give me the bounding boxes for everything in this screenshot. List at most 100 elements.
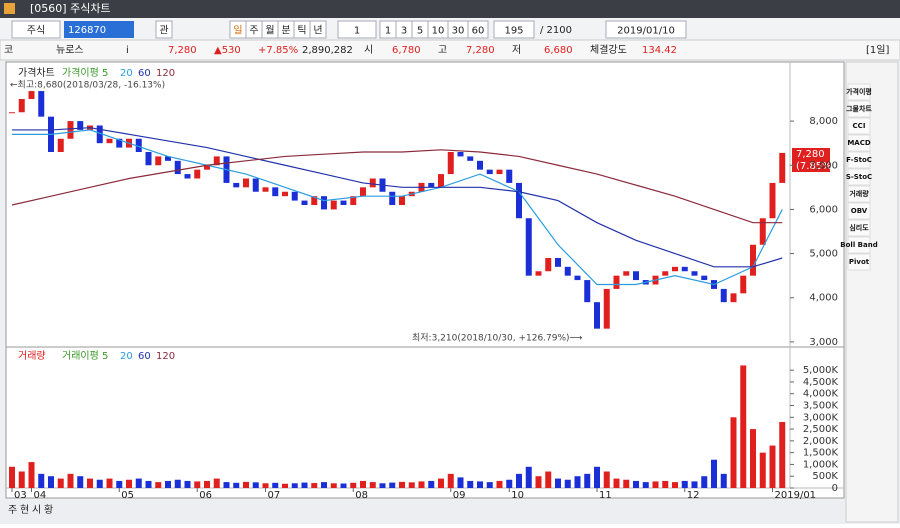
minute-button-bg[interactable] bbox=[467, 20, 489, 39]
candle bbox=[399, 196, 405, 205]
last-rate: (7.85%) bbox=[796, 161, 836, 172]
x-tick-label: 08 bbox=[355, 490, 368, 501]
volume-bar bbox=[779, 422, 786, 488]
quote-market-tag: 코 bbox=[4, 45, 13, 56]
volume-bar bbox=[301, 482, 308, 488]
volume-bar bbox=[564, 479, 571, 488]
candle bbox=[145, 152, 152, 166]
high-note: ←최고:8,680(2018/03/28, -16.13%) bbox=[10, 80, 165, 91]
volume-bar bbox=[457, 477, 464, 488]
candle bbox=[272, 187, 279, 197]
candle bbox=[701, 275, 708, 281]
minute-button[interactable]: 1 bbox=[385, 26, 391, 37]
bottom-tab[interactable]: 주 bbox=[8, 505, 17, 516]
total-count: / 2100 bbox=[540, 25, 572, 36]
unit-input-bg[interactable] bbox=[337, 20, 377, 39]
candle bbox=[67, 121, 74, 139]
minute-button[interactable]: 5 bbox=[417, 26, 423, 37]
period-button[interactable]: 틱 bbox=[297, 25, 306, 37]
price-tick-label: 7,000 bbox=[809, 160, 838, 171]
code-bg[interactable] bbox=[64, 21, 134, 38]
bottom-tab[interactable]: 현 bbox=[20, 504, 29, 516]
side-tool[interactable]: OBV bbox=[851, 207, 868, 215]
period-button[interactable]: 일 bbox=[233, 25, 242, 37]
quote-bar bbox=[0, 39, 900, 61]
unit-input[interactable]: 1 bbox=[354, 26, 360, 37]
volume-bar bbox=[330, 483, 337, 488]
link-button[interactable]: 관 bbox=[159, 25, 168, 37]
chart-panel bbox=[5, 61, 845, 499]
volume-bar bbox=[691, 481, 698, 488]
side-tool-bg[interactable] bbox=[847, 100, 871, 118]
title-bar bbox=[0, 0, 900, 18]
volume-tick-label: 500K bbox=[812, 471, 838, 482]
candle bbox=[516, 182, 522, 219]
side-tool-bg[interactable] bbox=[847, 219, 871, 237]
side-tool-bg[interactable] bbox=[847, 185, 871, 203]
x-tick-label: 06 bbox=[199, 490, 212, 501]
side-tool-bg[interactable] bbox=[847, 253, 871, 271]
link-button-bg[interactable] bbox=[155, 20, 173, 39]
minute-button[interactable]: 60 bbox=[472, 26, 485, 37]
volume-bar bbox=[525, 466, 532, 488]
volume-tick-label: 3,000K bbox=[803, 412, 839, 423]
market-select-bg[interactable] bbox=[11, 20, 61, 39]
bottom-tab[interactable]: 황 bbox=[44, 504, 53, 516]
volume-bar bbox=[633, 480, 639, 488]
candle bbox=[535, 271, 542, 276]
volume-legend: 120 bbox=[156, 351, 175, 362]
candle bbox=[291, 191, 298, 201]
candle bbox=[740, 275, 747, 294]
side-tool[interactable]: CCI bbox=[853, 122, 866, 130]
candle bbox=[213, 156, 220, 166]
candle bbox=[662, 271, 669, 276]
side-tool[interactable]: 그물차트 bbox=[846, 104, 872, 113]
market-select[interactable]: 주식 bbox=[27, 25, 45, 37]
side-tool-bg[interactable] bbox=[847, 151, 871, 169]
candle bbox=[57, 138, 64, 153]
date-input-bg[interactable] bbox=[605, 20, 687, 39]
side-tool-bg[interactable] bbox=[847, 236, 871, 254]
side-tool-bg[interactable] bbox=[847, 202, 871, 220]
side-tool[interactable]: 가격이평 bbox=[846, 87, 872, 96]
side-tool-bg[interactable] bbox=[847, 168, 871, 186]
stock-code[interactable]: 126870 bbox=[68, 25, 106, 36]
volume-bar bbox=[165, 480, 171, 488]
quote-rate: +7.85% bbox=[258, 45, 298, 56]
period-button[interactable]: 월 bbox=[265, 25, 274, 37]
x-tick-label: 05 bbox=[121, 490, 134, 501]
period-button[interactable]: 년 bbox=[313, 25, 322, 37]
volume-bar bbox=[194, 481, 201, 488]
side-tool[interactable]: 거래량 bbox=[849, 189, 869, 198]
candle bbox=[252, 178, 259, 192]
side-tool[interactable]: Pivot bbox=[849, 258, 870, 266]
count-input-bg[interactable] bbox=[493, 20, 535, 39]
candle bbox=[38, 91, 45, 117]
candle bbox=[769, 182, 776, 219]
side-tool[interactable]: MACD bbox=[847, 139, 871, 147]
period-button-bg[interactable] bbox=[309, 20, 327, 39]
count-input[interactable]: 195 bbox=[504, 26, 523, 37]
side-tool[interactable]: Boll Band bbox=[840, 241, 877, 249]
bottom-tab[interactable]: 시 bbox=[32, 504, 41, 516]
volume-tick-label: 5,000K bbox=[803, 365, 839, 376]
volume-bar bbox=[486, 482, 493, 488]
side-tool[interactable]: F-StoC bbox=[846, 156, 872, 164]
candle bbox=[360, 187, 366, 197]
side-tool[interactable]: S-StoC bbox=[846, 173, 872, 181]
volume-bar bbox=[750, 429, 756, 488]
minute-button[interactable]: 3 bbox=[401, 26, 407, 37]
period-button[interactable]: 분 bbox=[281, 25, 290, 37]
side-tool-bg[interactable] bbox=[847, 83, 871, 101]
volume-bar bbox=[174, 479, 181, 488]
minute-button[interactable]: 10 bbox=[432, 26, 445, 37]
period-button[interactable]: 주 bbox=[249, 26, 258, 37]
side-tool-bg[interactable] bbox=[847, 117, 871, 135]
volume-bar bbox=[360, 480, 366, 488]
volume-bar bbox=[613, 478, 620, 488]
date-input[interactable]: 2019/01/10 bbox=[617, 26, 675, 37]
side-tool[interactable]: 심리도 bbox=[849, 223, 869, 232]
minute-button[interactable]: 30 bbox=[452, 26, 465, 37]
side-tool-bg[interactable] bbox=[847, 134, 871, 152]
